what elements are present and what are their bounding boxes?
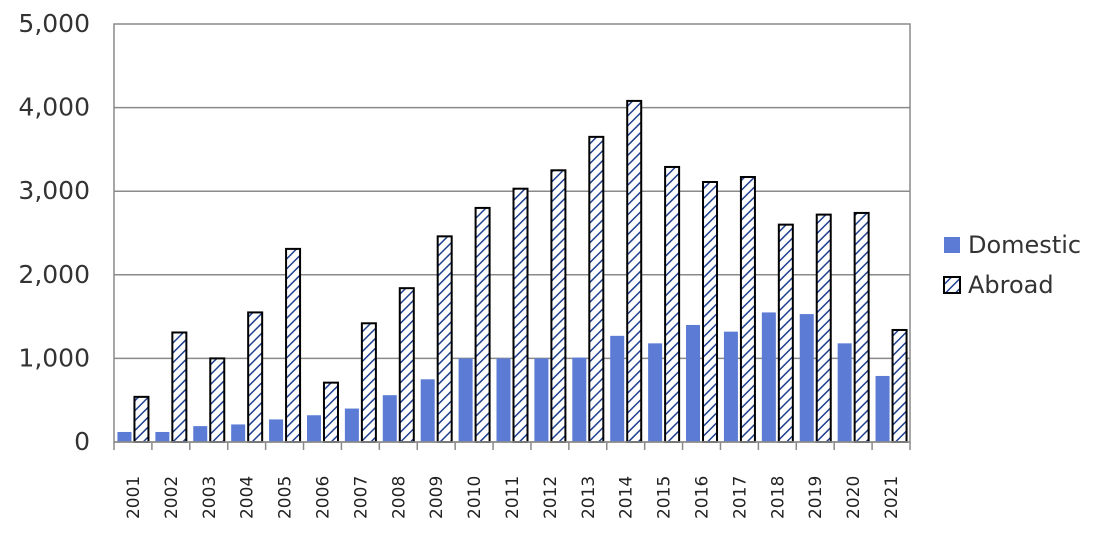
x-tick-label: 2004 <box>238 476 258 519</box>
bar-domestic <box>344 408 359 442</box>
bar-domestic <box>572 357 587 442</box>
bar-domestic <box>269 419 284 442</box>
y-tick-label: 3,000 <box>18 176 90 205</box>
bar-domestic <box>496 358 511 442</box>
legend-label-domestic: Domestic <box>968 231 1081 259</box>
bars <box>117 99 908 444</box>
bar-domestic <box>155 431 170 442</box>
bar-domestic <box>117 431 132 442</box>
x-tick-label: 2002 <box>162 476 182 519</box>
x-tick-label: 2016 <box>693 476 713 519</box>
x-tick-label: 2003 <box>200 476 220 519</box>
bar-domestic <box>193 426 208 442</box>
bar-abroad <box>322 381 339 444</box>
bar-abroad <box>247 311 264 444</box>
x-tick-label: 2021 <box>882 476 902 519</box>
legend: Domestic Abroad <box>943 231 1081 299</box>
bar-domestic <box>761 312 776 442</box>
y-tick-label: 2,000 <box>18 260 90 289</box>
bar-domestic <box>686 324 701 442</box>
bar-domestic <box>799 314 814 442</box>
axes: 0 1,000 2,000 3,000 4,000 5,000 2001 2002 2003 20… <box>18 9 911 519</box>
bar-domestic <box>875 375 890 442</box>
bar-abroad <box>550 169 567 444</box>
x-tick-label: 2013 <box>579 476 599 519</box>
gridlines <box>114 106 910 360</box>
bar-domestic <box>306 415 321 442</box>
x-tick-label: 2019 <box>806 476 826 519</box>
x-tick-label: 2006 <box>313 476 333 519</box>
bar-abroad <box>436 235 453 443</box>
x-tick-label: 2007 <box>351 476 371 519</box>
x-tick-label: 2008 <box>389 476 409 519</box>
bar-domestic <box>420 379 435 442</box>
bar-abroad <box>777 223 794 443</box>
x-tick-label: 2017 <box>730 476 750 519</box>
x-tick-label: 2015 <box>655 476 675 519</box>
bar-abroad <box>588 135 605 444</box>
legend-swatch-domestic <box>944 237 960 253</box>
bar-domestic <box>610 335 625 442</box>
bar-abroad <box>360 322 377 443</box>
bar-abroad <box>626 99 643 444</box>
bar-abroad <box>209 357 226 443</box>
bar-abroad <box>815 213 832 443</box>
bar-abroad <box>512 187 529 443</box>
bar-abroad <box>739 175 756 443</box>
x-tick-label: 2020 <box>844 476 864 519</box>
bar-abroad <box>171 331 188 444</box>
legend-swatch-abroad <box>943 276 961 294</box>
legend-label-abroad: Abroad <box>968 271 1054 299</box>
x-tick-label: 2009 <box>427 476 447 519</box>
bar-abroad <box>474 206 491 443</box>
x-tick-label: 2011 <box>503 476 523 519</box>
y-tick-label: 1,000 <box>18 343 90 372</box>
bar-domestic <box>458 358 473 442</box>
x-tick-label: 2005 <box>276 476 296 519</box>
y-tick-label: 4,000 <box>18 93 90 122</box>
bar-abroad <box>664 165 681 443</box>
bar-domestic <box>382 395 397 442</box>
x-tick-label: 2014 <box>617 476 637 519</box>
x-tick-label: 2012 <box>541 476 561 519</box>
bar-abroad <box>285 247 302 443</box>
bar-domestic <box>534 358 549 442</box>
bar-domestic <box>723 331 738 442</box>
x-tick-label: 2001 <box>124 476 144 519</box>
bar-abroad <box>133 395 150 443</box>
x-tick-label: 2010 <box>465 476 485 519</box>
x-tick-label: 2018 <box>768 476 788 519</box>
bar-domestic <box>648 343 663 442</box>
bar-abroad <box>853 211 870 443</box>
bar-abroad <box>702 181 719 443</box>
y-tick-label: 5,000 <box>18 9 90 38</box>
bar-abroad <box>398 287 415 443</box>
bar-domestic <box>231 424 246 442</box>
bar-abroad <box>891 328 908 444</box>
bar-domestic <box>837 343 852 442</box>
y-tick-label: 0 <box>74 427 90 456</box>
